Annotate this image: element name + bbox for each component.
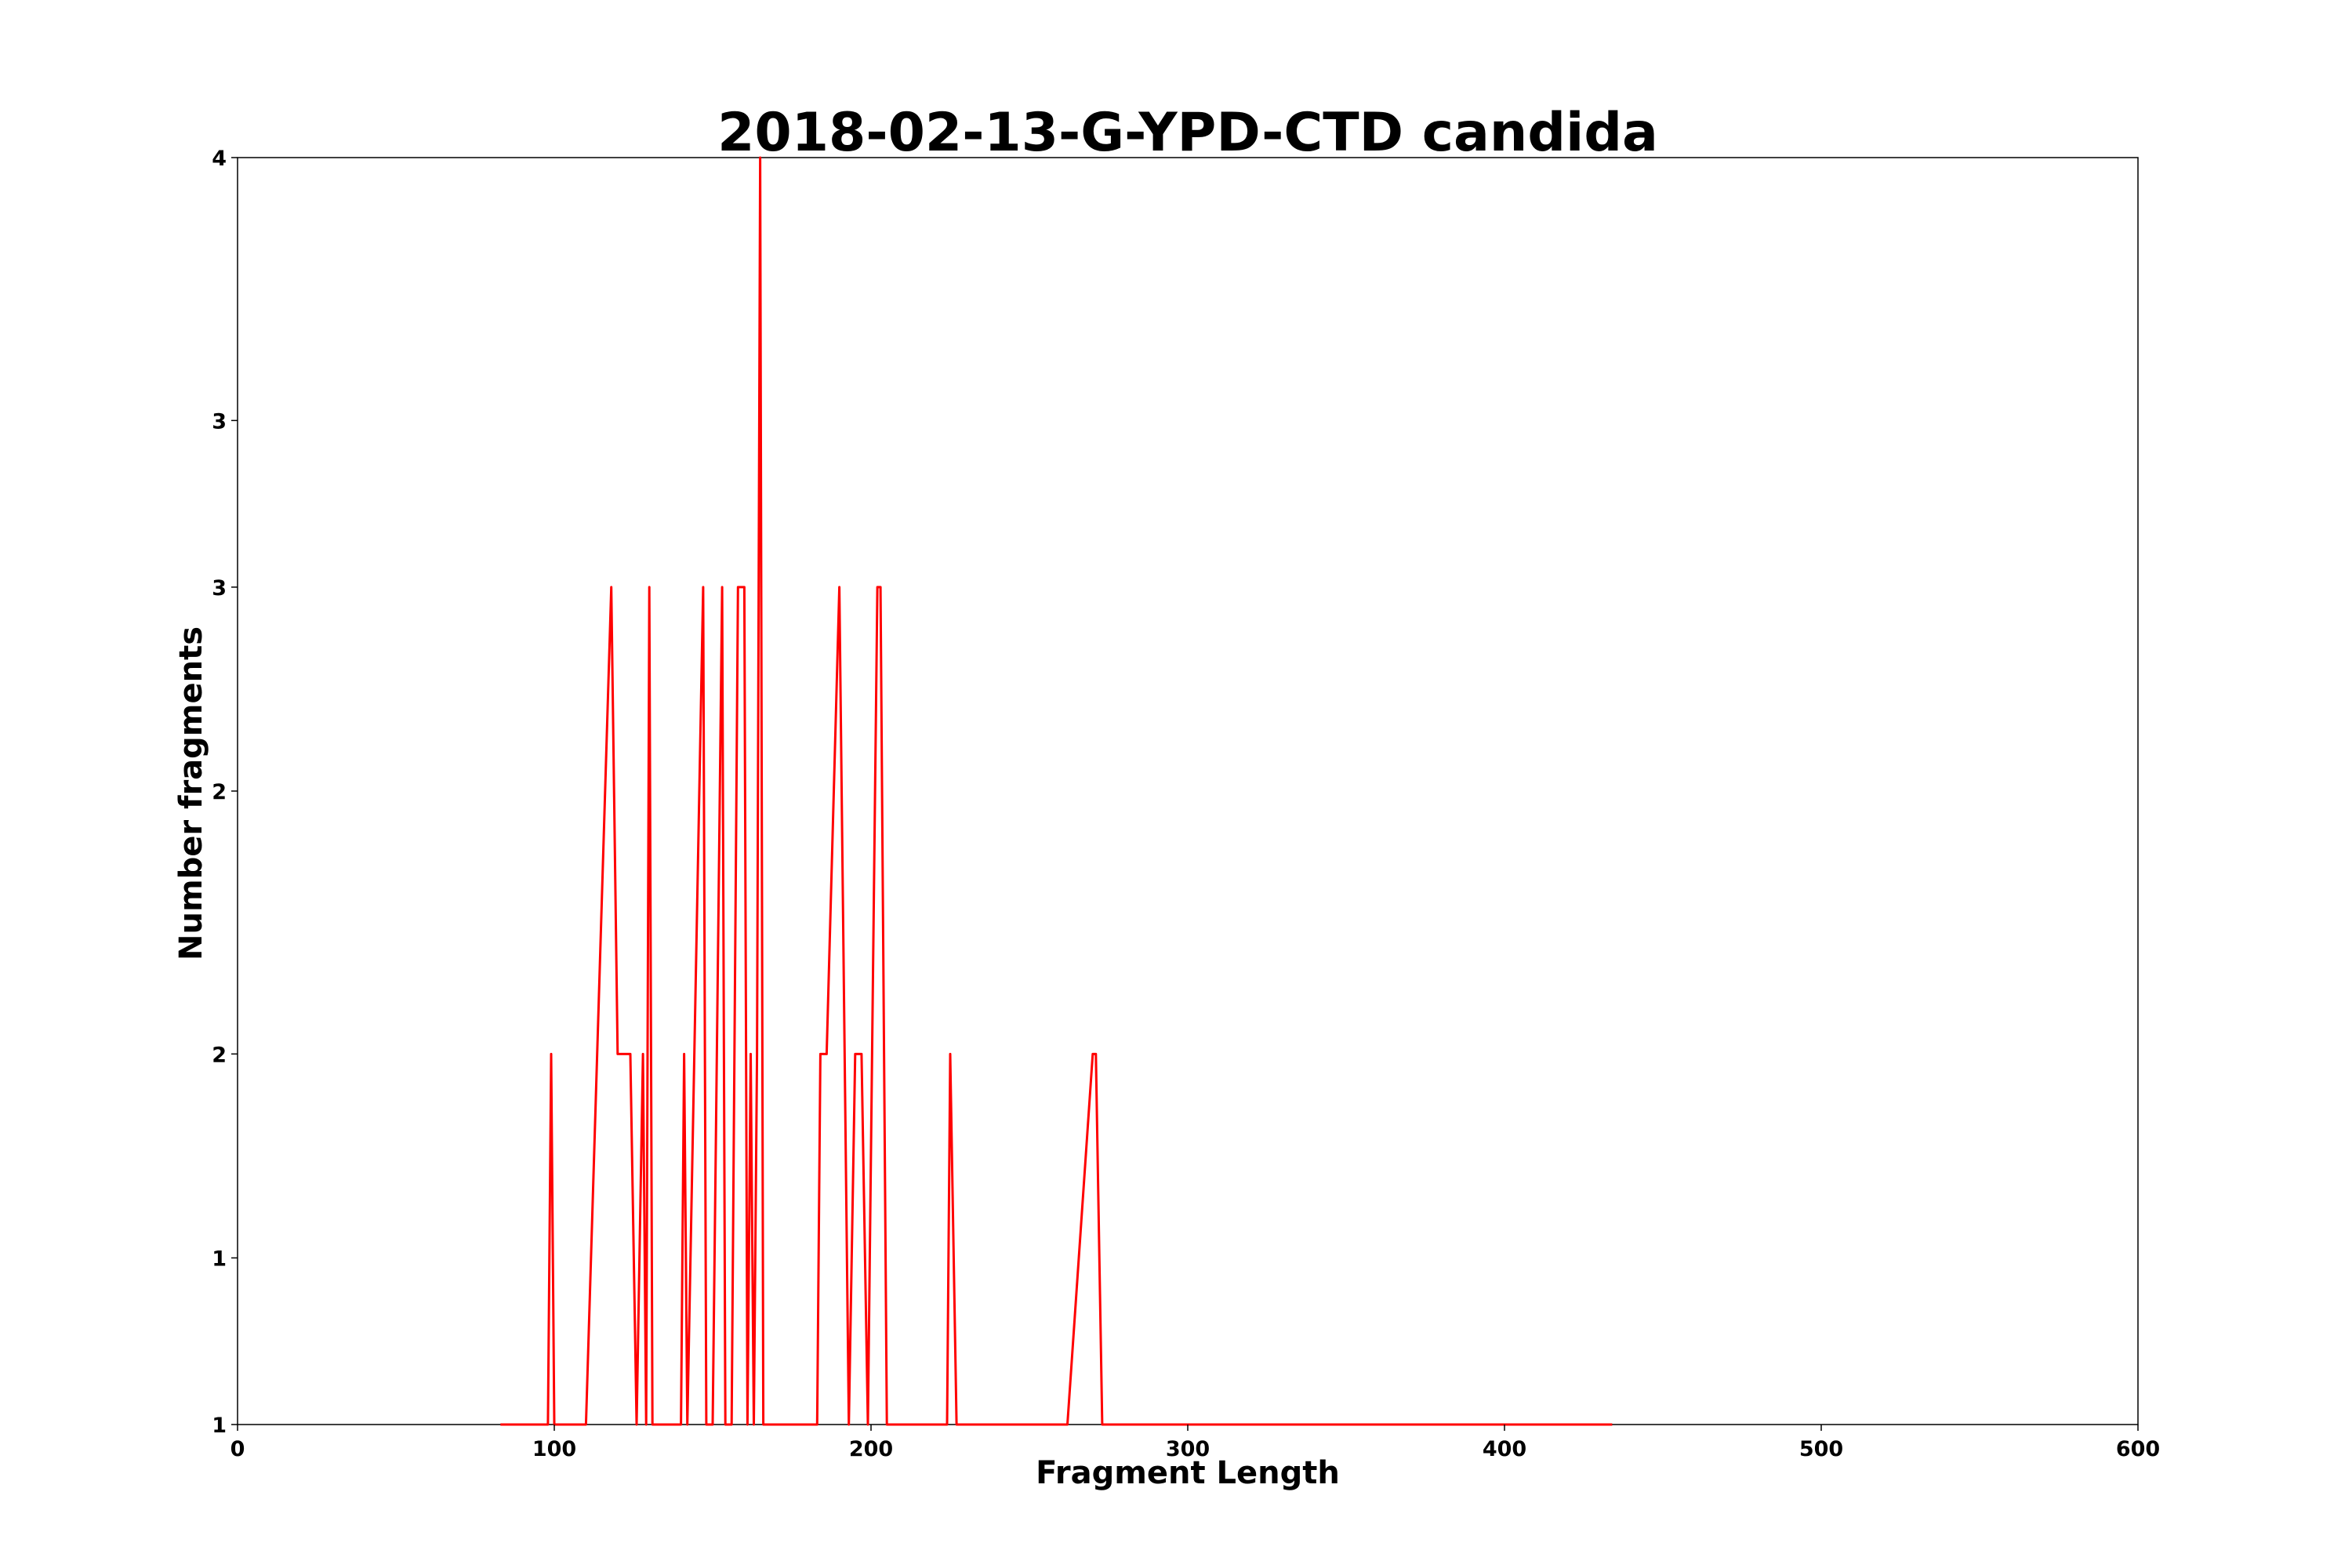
y-tick-label: 2 xyxy=(212,1043,227,1067)
series-line-0 xyxy=(500,156,1613,1426)
y-tick-label: 2 xyxy=(212,780,227,804)
y-tick-label: 1 xyxy=(212,1247,227,1271)
y-tick-label: 4 xyxy=(212,147,227,171)
x-axis-ticks: 0 100 200 300 400 500 600 xyxy=(230,1425,2160,1461)
x-tick-label: 400 xyxy=(1483,1437,1526,1461)
plot-area xyxy=(237,156,2139,1426)
y-axis-ticks: 1 1 2 2 3 3 4 xyxy=(212,147,238,1438)
x-tick-label: 200 xyxy=(849,1437,893,1461)
y-tick-label: 1 xyxy=(212,1414,227,1438)
plot-frame xyxy=(237,157,2139,1425)
x-axis-label: Fragment Length xyxy=(1036,1455,1340,1491)
x-tick-label: 500 xyxy=(1799,1437,1843,1461)
x-tick-label: 300 xyxy=(1166,1437,1210,1461)
x-tick-label: 600 xyxy=(2116,1437,2160,1461)
y-axis-label: Number fragments xyxy=(173,626,209,960)
x-tick-label: 0 xyxy=(230,1437,245,1461)
y-tick-label: 3 xyxy=(212,576,227,601)
y-tick-label: 3 xyxy=(212,409,227,434)
x-tick-label: 100 xyxy=(532,1437,576,1461)
chart-title: 2018-02-13-G-YPD-CTD candida xyxy=(717,102,1658,164)
